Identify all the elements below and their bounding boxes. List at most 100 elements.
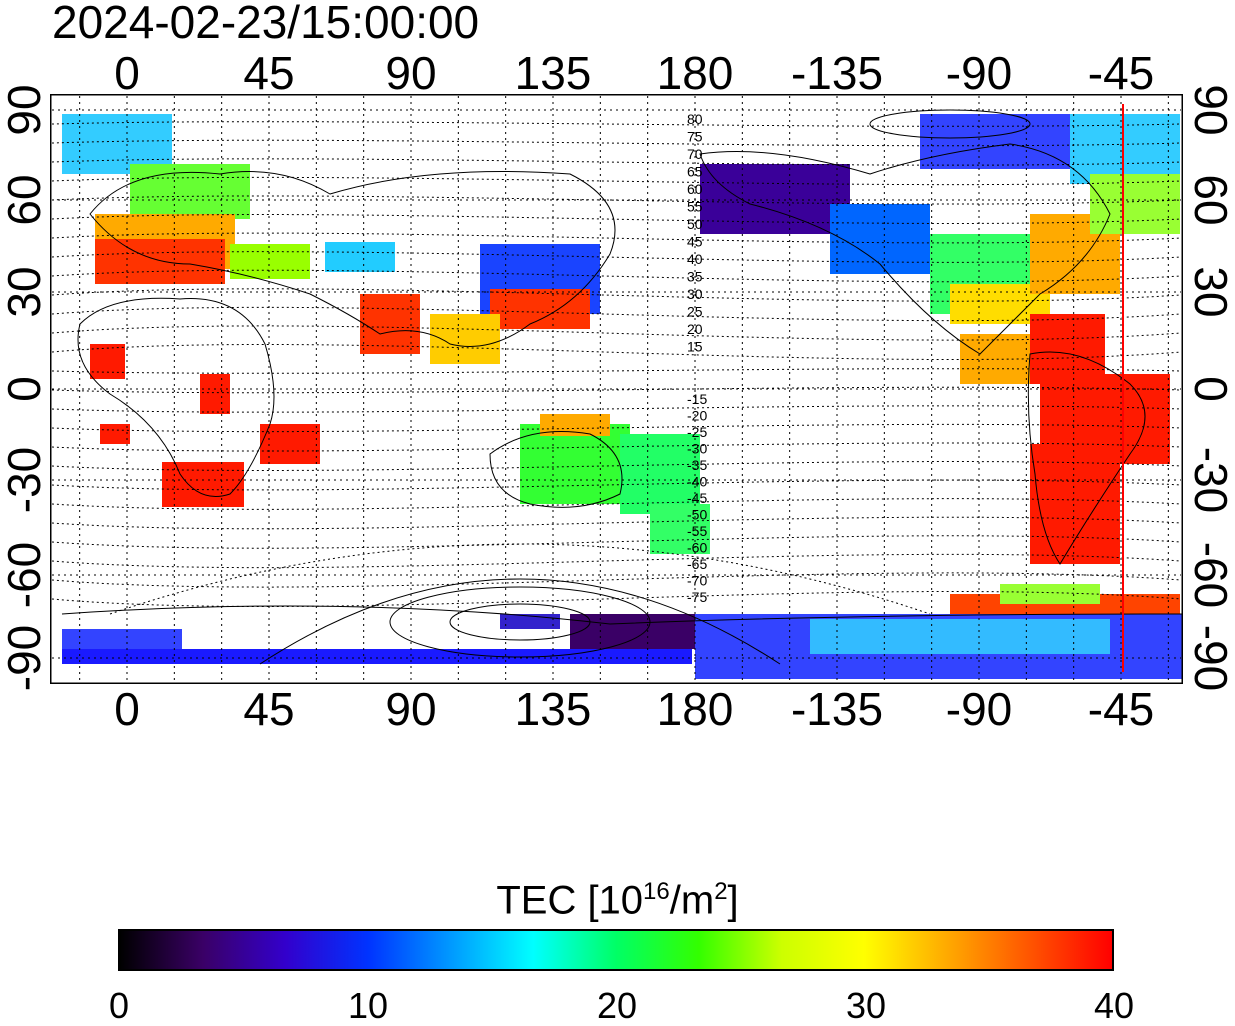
colorbar-tick-label: 20 bbox=[596, 985, 638, 1026]
contour-label: 30 bbox=[687, 286, 703, 302]
tec-patch bbox=[130, 164, 250, 219]
left-lat-label: 90 bbox=[0, 84, 50, 136]
tec-patch bbox=[90, 344, 125, 379]
tec-colorbar bbox=[118, 929, 1114, 971]
contour-label: -25 bbox=[687, 424, 707, 440]
tec-patch bbox=[650, 504, 710, 554]
tec-patch bbox=[325, 242, 395, 272]
coastline-africa bbox=[77, 297, 275, 497]
colorbar-title-prefix: TEC [10 bbox=[496, 878, 644, 923]
left-lat-label: -90 bbox=[0, 624, 50, 692]
tec-patch bbox=[540, 414, 610, 436]
map-timestamp: 2024-02-23/15:00:00 bbox=[52, 0, 480, 48]
contour-label: -70 bbox=[687, 573, 707, 589]
right-lat-label: -30 bbox=[1185, 446, 1235, 514]
coastline-antarctica bbox=[61, 605, 1183, 625]
right-lat-label: -90 bbox=[1185, 624, 1235, 692]
tec-patch bbox=[490, 289, 590, 329]
top-lon-label: -135 bbox=[790, 47, 884, 99]
colorbar-title-exponent-1: 16 bbox=[643, 878, 670, 905]
bottom-lon-label: 45 bbox=[243, 683, 295, 735]
tec-patch bbox=[95, 239, 225, 284]
top-lon-label: 45 bbox=[243, 47, 295, 99]
contour-label: -75 bbox=[687, 589, 707, 605]
contour-label: 45 bbox=[687, 234, 703, 250]
tec-map: 80 75 70 65 60 55 50 45 40 35 30 25 20 15 -15 -20 -25 -30… bbox=[50, 94, 1183, 684]
tec-patch bbox=[360, 294, 420, 354]
tec-patch bbox=[1030, 444, 1120, 564]
right-lat-label: 30 bbox=[1185, 266, 1235, 318]
tec-patch bbox=[570, 614, 695, 649]
coastlines bbox=[61, 143, 1183, 625]
left-lat-label: 0 bbox=[0, 376, 50, 402]
contour-label: 50 bbox=[687, 216, 703, 232]
tec-patch bbox=[162, 462, 244, 507]
contour-label: -55 bbox=[687, 523, 707, 539]
coastline-australia bbox=[489, 431, 623, 508]
tec-patch bbox=[810, 619, 1110, 654]
contour-label: 75 bbox=[687, 129, 703, 145]
right-lat-label: -60 bbox=[1185, 541, 1235, 609]
bottom-lon-label: 180 bbox=[656, 683, 734, 735]
magnetic-contour bbox=[259, 578, 781, 665]
top-lon-label: -90 bbox=[945, 47, 1013, 99]
tec-patch bbox=[620, 434, 700, 514]
tec-patch bbox=[62, 649, 692, 664]
coastline-eurasia bbox=[89, 171, 616, 347]
colorbar-title-mid: /m bbox=[669, 878, 715, 923]
colorbar-tick-label: 0 bbox=[108, 985, 130, 1026]
tec-patch bbox=[1030, 314, 1105, 384]
bottom-lon-label: -135 bbox=[790, 683, 884, 735]
left-lat-label: -30 bbox=[0, 446, 50, 514]
contour-label: -50 bbox=[687, 507, 707, 523]
map-border bbox=[50, 94, 1183, 684]
tec-patch bbox=[960, 334, 1030, 384]
colorbar-title-exponent-2: 2 bbox=[714, 878, 728, 905]
contour-label: 80 bbox=[687, 111, 703, 127]
coastline-south-america bbox=[1027, 351, 1146, 565]
contour-label: 15 bbox=[687, 339, 703, 355]
tec-patch bbox=[520, 424, 630, 504]
tec-patch bbox=[700, 164, 850, 234]
right-lat-label: 90 bbox=[1185, 84, 1235, 136]
contour-label: 25 bbox=[687, 304, 703, 320]
top-lon-label: -45 bbox=[1087, 47, 1155, 99]
tec-patch bbox=[100, 424, 130, 444]
contour-label: -60 bbox=[687, 540, 707, 556]
contour-label: -30 bbox=[687, 441, 707, 457]
contour-label: 60 bbox=[687, 181, 703, 197]
tec-patch bbox=[200, 374, 230, 414]
top-lon-label: 135 bbox=[514, 47, 592, 99]
contour-label: 65 bbox=[687, 164, 703, 180]
left-lat-label: 30 bbox=[0, 266, 50, 318]
colorbar-tick-label: 40 bbox=[1093, 985, 1135, 1026]
colorbar-title: TEC [1016/m2] bbox=[0, 868, 1235, 924]
tec-patch bbox=[920, 114, 1080, 169]
contour-label: -40 bbox=[687, 474, 707, 490]
top-lon-label: 0 bbox=[114, 47, 140, 99]
bottom-lon-label: 90 bbox=[385, 683, 437, 735]
left-lat-label: 60 bbox=[0, 174, 50, 226]
right-lat-label: 0 bbox=[1185, 376, 1235, 402]
bottom-lon-label: 0 bbox=[114, 683, 140, 735]
contour-label: -15 bbox=[687, 391, 707, 407]
contour-label: 70 bbox=[687, 146, 703, 162]
contour-label: -65 bbox=[687, 556, 707, 572]
magnetic-contour bbox=[869, 109, 1031, 139]
colorbar-tick-label: 10 bbox=[347, 985, 389, 1026]
contour-label: 35 bbox=[687, 269, 703, 285]
map-graticule bbox=[52, 96, 1181, 682]
contour-label: 20 bbox=[687, 321, 703, 337]
tec-patch bbox=[230, 244, 310, 279]
top-lon-label: 90 bbox=[385, 47, 437, 99]
left-lat-label: -60 bbox=[0, 541, 50, 609]
right-lat-label: 60 bbox=[1185, 174, 1235, 226]
bottom-lon-label: -45 bbox=[1087, 683, 1155, 735]
coastline-north-america bbox=[699, 143, 1111, 355]
tec-patch bbox=[1000, 584, 1100, 604]
tec-data-layer bbox=[62, 114, 1183, 679]
contour-label: -45 bbox=[687, 490, 707, 506]
contour-label: 55 bbox=[687, 199, 703, 215]
bottom-lon-label: 135 bbox=[514, 683, 592, 735]
